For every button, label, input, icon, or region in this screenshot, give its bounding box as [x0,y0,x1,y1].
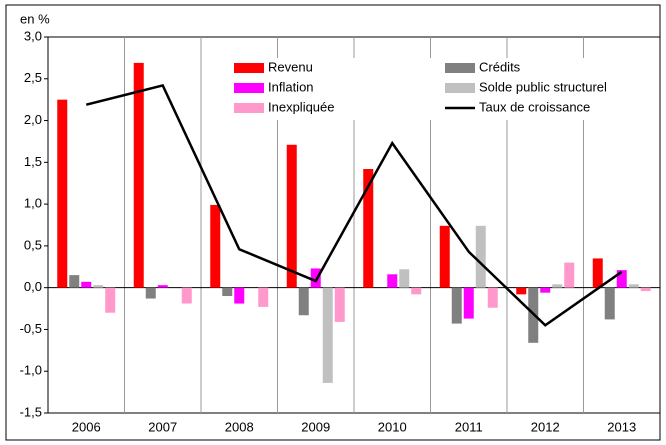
x-tick-label: 2009 [301,419,330,434]
x-tick-label: 2012 [531,419,560,434]
bar [210,204,221,288]
bar [487,287,498,308]
x-tick-label: 2011 [455,419,483,434]
bar [145,287,156,299]
bar [399,269,410,288]
y-tick-label: -1,5 [20,404,42,419]
legend-swatch [445,63,475,73]
y-tick-label: 0,0 [24,279,42,294]
bar [475,225,486,288]
legend-label: Revenu [268,59,313,74]
bar [411,287,422,295]
y-tick-label: 1,5 [24,154,42,169]
y-tick-label: -0,5 [20,321,42,336]
legend-label: Crédits [479,59,521,74]
bar [298,287,309,316]
legend-label: Solde public structurel [479,79,607,94]
bar [57,99,68,288]
bar [93,285,104,288]
legend-box [228,58,620,120]
legend-swatch [445,83,475,93]
y-tick-label: 2,0 [24,112,42,127]
bar [105,287,116,313]
bar [234,287,245,304]
bar [552,284,563,288]
legend-label: Inexpliquée [268,99,335,114]
bar [564,262,575,288]
bar [81,281,92,288]
bar [157,285,168,288]
x-tick-label: 2007 [148,419,177,434]
bar [286,144,297,288]
bar [181,287,192,304]
bar [540,287,551,293]
y-tick-label: 2,5 [24,70,42,85]
bar [616,270,627,288]
legend-swatch [234,83,264,93]
bar [604,287,615,320]
legend-label: Taux de croissance [479,99,590,114]
legend-swatch [234,103,264,113]
bar [628,284,639,288]
x-tick-label: 2006 [72,419,101,434]
x-tick-label: 2010 [378,419,407,434]
bar [222,287,233,297]
bar [387,274,398,288]
bar [310,268,321,288]
bar [640,287,651,292]
bar [592,258,603,288]
bar [322,287,333,383]
y-tick-label: 3,0 [24,28,42,43]
x-tick-label: 2008 [225,419,254,434]
bar [463,287,474,319]
line [85,83,623,327]
legend-swatch [234,63,264,73]
y-tick-label: -1,0 [20,363,42,378]
bar [363,169,374,288]
bar [516,287,527,295]
bar [439,225,450,288]
x-tick-label: 2013 [607,419,636,434]
y-tick-label: 0,5 [24,237,42,252]
bar [133,62,144,288]
bar [334,287,345,322]
bar [69,275,80,288]
y-axis-label: en % [20,11,50,26]
bar [258,287,269,307]
y-tick-label: 1,0 [24,196,42,211]
bar [451,287,462,324]
legend-label: Inflation [268,79,314,94]
